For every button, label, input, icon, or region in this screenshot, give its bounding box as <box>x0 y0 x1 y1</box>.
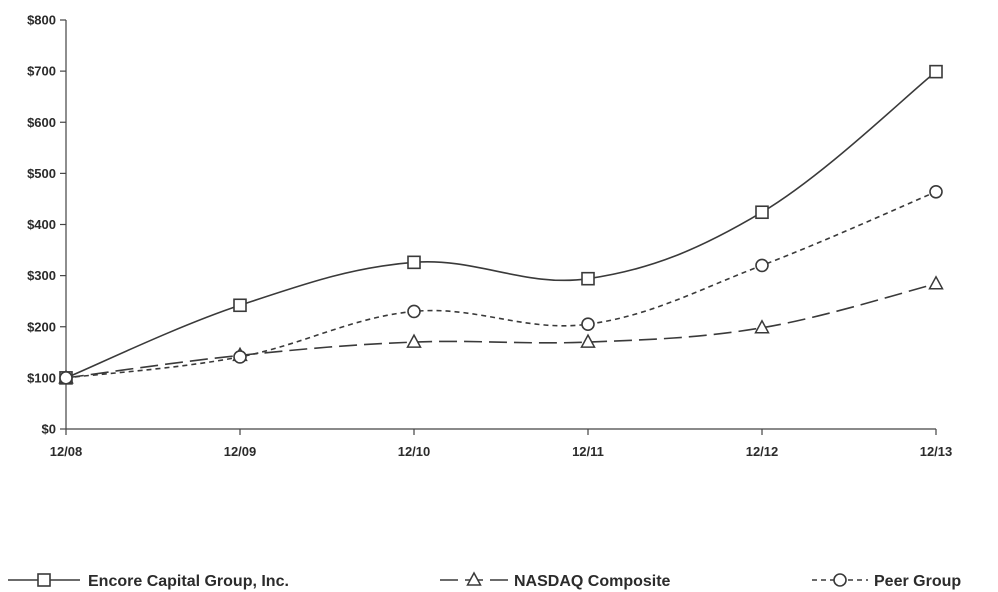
y-tick-label: $500 <box>27 166 56 181</box>
legend-marker-triangle <box>466 571 482 586</box>
legend-label: Encore Capital Group, Inc. <box>88 573 289 590</box>
data-point-circle <box>407 304 421 319</box>
x-tick-label: 12/13 <box>920 444 953 459</box>
data-point-circle <box>233 350 247 364</box>
series-line-triangle <box>65 283 937 379</box>
data-point-square <box>407 255 421 270</box>
y-tick-label: $300 <box>27 268 56 283</box>
legend-item: Encore Capital Group, Inc. <box>8 573 289 590</box>
data-point-square <box>755 205 769 220</box>
x-tick-label: 12/12 <box>746 444 779 459</box>
legend-marker-circle <box>833 573 847 587</box>
y-tick-label: $0 <box>42 422 56 437</box>
data-point-triangle <box>406 333 422 348</box>
data-point-circle <box>59 371 73 385</box>
y-tick-label: $100 <box>27 370 56 385</box>
legend-item: NASDAQ Composite <box>440 571 671 590</box>
y-tick-label: $700 <box>27 64 56 79</box>
legend-item: Peer Group <box>812 573 961 590</box>
axes: $0 $100 $200 $300 $400 $500 $600 $700 $800 12/08 1… <box>27 13 952 460</box>
series-layer <box>58 64 944 385</box>
x-tick-label: 12/10 <box>398 444 431 459</box>
data-point-square <box>581 271 595 286</box>
y-tick-label: $800 <box>27 13 56 28</box>
data-point-circle <box>581 317 595 331</box>
x-tick-label: 12/08 <box>50 444 83 459</box>
data-point-circle <box>755 258 769 273</box>
legend-label: Peer Group <box>874 573 961 590</box>
y-tick-label: $400 <box>27 217 56 232</box>
x-tick-label: 12/09 <box>224 444 257 459</box>
data-point-circle <box>929 184 943 199</box>
series-line-square <box>65 71 937 379</box>
series-line-circle <box>65 191 937 379</box>
y-tick-label: $200 <box>27 319 56 334</box>
data-point-triangle <box>754 319 770 334</box>
data-point-triangle <box>928 275 944 290</box>
x-tick-label: 12/11 <box>572 444 604 459</box>
data-point-square <box>233 298 247 313</box>
data-point-square <box>929 64 943 79</box>
legend-marker-square <box>37 573 51 587</box>
legend: Encore Capital Group, Inc. NASDAQ Composi… <box>8 571 961 590</box>
y-tick-label: $600 <box>27 115 56 130</box>
data-point-triangle <box>580 333 596 348</box>
legend-label: NASDAQ Composite <box>514 573 671 590</box>
